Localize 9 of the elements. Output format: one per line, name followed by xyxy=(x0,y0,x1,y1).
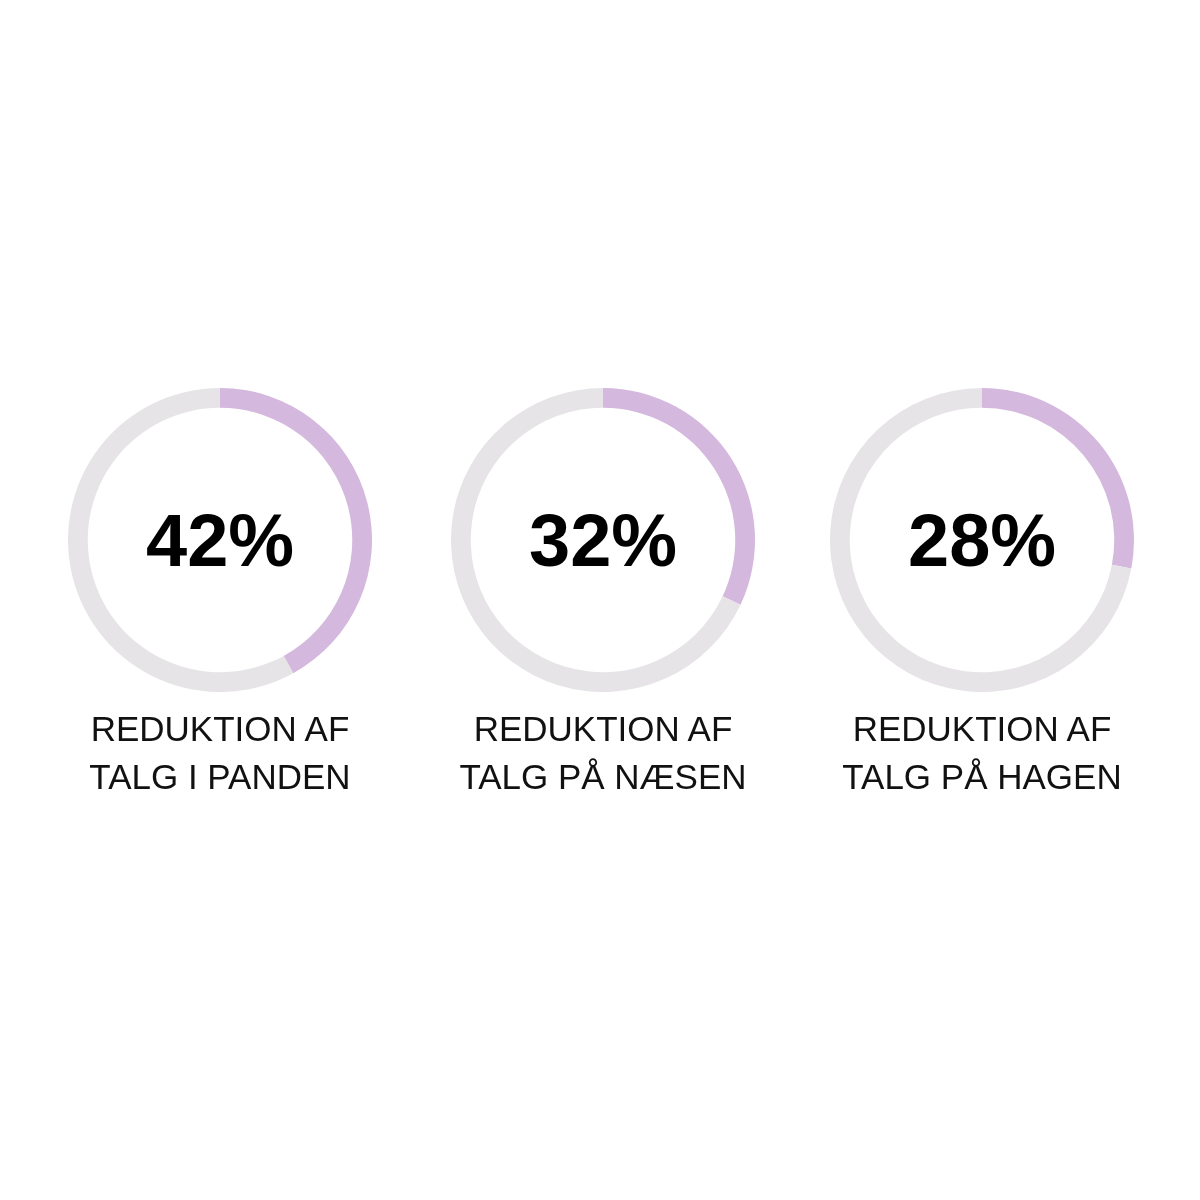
donut-slice xyxy=(451,388,741,692)
donut-slice xyxy=(830,388,1132,692)
text: 32% xyxy=(529,499,678,582)
text: REDUKTION AF TALG I PANDEN xyxy=(88,708,352,798)
text: REDUKTION AF TALG PÅ HAGEN xyxy=(841,708,1123,798)
text: REDUKTION AF TALG PÅ NÆSEN xyxy=(458,708,748,798)
text: 42% xyxy=(146,499,295,582)
donut-slice xyxy=(68,388,294,692)
text: 28% xyxy=(908,499,1057,582)
